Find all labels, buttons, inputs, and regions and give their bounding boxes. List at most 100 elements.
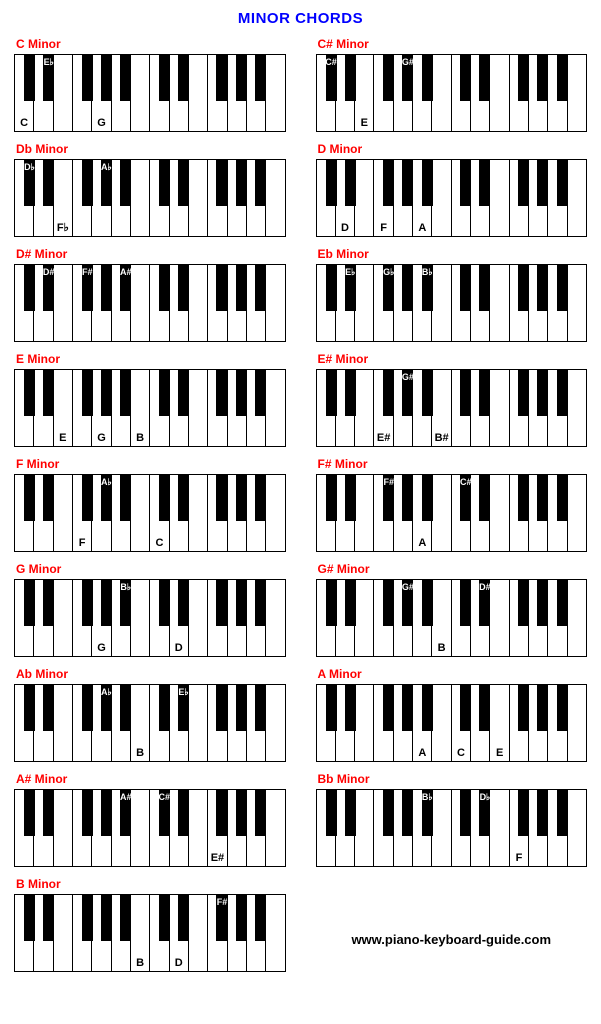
white-key [247, 580, 266, 656]
white-key [317, 160, 336, 236]
white-key [54, 475, 73, 551]
white-key [317, 265, 336, 341]
white-key [548, 475, 567, 551]
white-key [529, 160, 548, 236]
white-key [170, 790, 189, 866]
chord-title: F# Minor [318, 457, 588, 471]
white-key-label: C [155, 537, 163, 549]
white-key [131, 160, 150, 236]
white-key [150, 580, 169, 656]
white-key [355, 370, 374, 446]
white-key [150, 265, 169, 341]
white-keys: FC [15, 475, 285, 551]
white-key: G [92, 55, 111, 131]
white-key [150, 55, 169, 131]
white-key [529, 790, 548, 866]
white-key [374, 265, 393, 341]
white-key [471, 475, 490, 551]
chord-title: A# Minor [16, 772, 286, 786]
white-key [131, 55, 150, 131]
chord-title: G Minor [16, 562, 286, 576]
white-key [34, 370, 53, 446]
white-key [131, 265, 150, 341]
white-key [73, 790, 92, 866]
white-key [510, 370, 529, 446]
chord-title: G# Minor [318, 562, 588, 576]
white-key-label: F♭ [57, 221, 69, 234]
white-key [150, 685, 169, 761]
white-key [34, 160, 53, 236]
chord-cell: C# MinorEC#G# [316, 37, 588, 132]
white-key [548, 265, 567, 341]
white-key [266, 790, 284, 866]
white-key [170, 370, 189, 446]
white-keys: CG [15, 55, 285, 131]
white-key [73, 580, 92, 656]
white-key [247, 160, 266, 236]
white-key [374, 475, 393, 551]
white-key [54, 580, 73, 656]
white-key [170, 685, 189, 761]
white-key [413, 370, 432, 446]
white-keys: ACE [317, 685, 587, 761]
white-key-label: F [79, 537, 86, 549]
white-key [92, 685, 111, 761]
white-key [150, 895, 169, 971]
white-key [131, 475, 150, 551]
keyboard: GDB♭ [14, 579, 286, 657]
white-key [471, 685, 490, 761]
white-key: E [490, 685, 509, 761]
white-key [247, 895, 266, 971]
white-key [317, 475, 336, 551]
white-key [413, 790, 432, 866]
white-key [394, 790, 413, 866]
white-key [336, 685, 355, 761]
white-keys: E#B# [317, 370, 587, 446]
white-key [208, 370, 227, 446]
white-key [73, 895, 92, 971]
white-key [73, 370, 92, 446]
chord-title: D Minor [318, 142, 588, 156]
white-key [15, 790, 34, 866]
white-keys: E# [15, 790, 285, 866]
white-key-label: B [136, 432, 144, 444]
page-title: MINOR CHORDS [8, 10, 593, 27]
white-key [529, 475, 548, 551]
white-key [266, 55, 284, 131]
white-key [228, 370, 247, 446]
white-key [266, 370, 284, 446]
white-key [490, 790, 509, 866]
white-key [452, 790, 471, 866]
white-key [15, 370, 34, 446]
white-key [112, 895, 131, 971]
white-key [548, 580, 567, 656]
white-keys: F [317, 790, 587, 866]
white-key [54, 685, 73, 761]
white-key [452, 265, 471, 341]
white-key [228, 55, 247, 131]
white-key [548, 790, 567, 866]
chord-title: Bb Minor [318, 772, 588, 786]
white-key [15, 580, 34, 656]
white-key [247, 685, 266, 761]
white-key [54, 55, 73, 131]
white-key: A [413, 160, 432, 236]
keyboard: BA♭E♭ [14, 684, 286, 762]
white-key: F [510, 790, 529, 866]
white-key [355, 160, 374, 236]
white-key [413, 580, 432, 656]
white-key: E [54, 370, 73, 446]
white-key [112, 265, 131, 341]
white-key-label: E [496, 747, 503, 759]
white-key [452, 55, 471, 131]
white-key [374, 580, 393, 656]
white-key [189, 685, 208, 761]
white-key [208, 580, 227, 656]
white-key [568, 265, 586, 341]
white-key: D [170, 580, 189, 656]
white-key-label: A [418, 747, 426, 759]
white-key: D [170, 895, 189, 971]
white-key [247, 790, 266, 866]
white-key [228, 580, 247, 656]
white-key [471, 580, 490, 656]
